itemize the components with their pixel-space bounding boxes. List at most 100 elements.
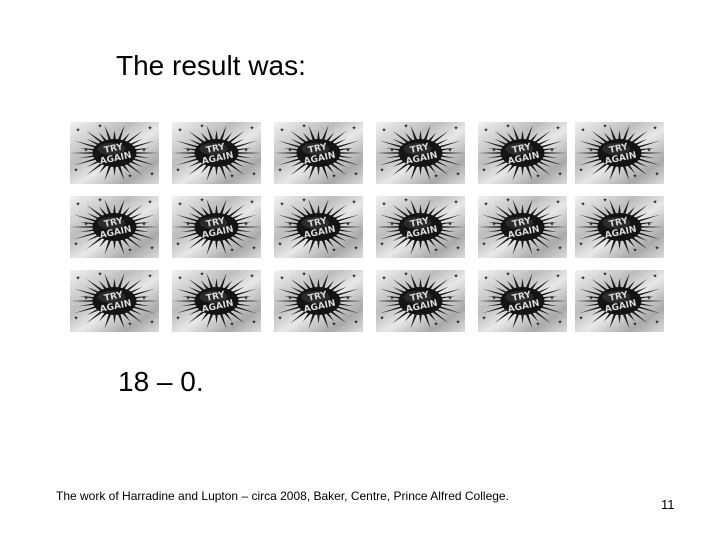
svg-text:✦: ✦ xyxy=(83,147,88,154)
svg-text:✦: ✦ xyxy=(147,199,152,206)
svg-text:✦: ✦ xyxy=(199,197,204,204)
svg-text:✦: ✦ xyxy=(379,167,384,174)
svg-text:✦: ✦ xyxy=(97,123,102,130)
try-again-tile: ✦ ✦ ✦ ✦ ✦ ✦ ✦ ✦ TRY AGAIN xyxy=(70,270,159,332)
svg-text:✦: ✦ xyxy=(646,295,651,302)
svg-text:✦: ✦ xyxy=(455,245,460,252)
svg-text:✦: ✦ xyxy=(141,221,146,228)
svg-text:✦: ✦ xyxy=(453,273,458,280)
svg-text:✦: ✦ xyxy=(483,275,488,282)
svg-text:✦: ✦ xyxy=(175,315,180,322)
svg-text:✦: ✦ xyxy=(199,271,204,278)
svg-text:✦: ✦ xyxy=(251,319,256,326)
svg-text:✦: ✦ xyxy=(175,241,180,248)
tile-line-1: TRY xyxy=(307,290,328,304)
try-again-tile: ✦ ✦ ✦ ✦ ✦ ✦ ✦ ✦ TRY AGAIN xyxy=(172,270,261,332)
svg-text:✦: ✦ xyxy=(73,241,78,248)
try-again-tile: ✦ ✦ ✦ ✦ ✦ ✦ ✦ ✦ TRY AGAIN xyxy=(478,122,567,184)
svg-text:✦: ✦ xyxy=(147,125,152,132)
svg-text:✦: ✦ xyxy=(345,147,350,154)
svg-text:✦: ✦ xyxy=(580,201,585,208)
tile-line-1: TRY xyxy=(205,216,226,230)
try-again-tile: ✦ ✦ ✦ ✦ ✦ ✦ ✦ ✦ TRY AGAIN xyxy=(274,122,363,184)
svg-text:✦: ✦ xyxy=(301,271,306,278)
svg-text:✦: ✦ xyxy=(331,247,336,254)
tile-line-1: TRY xyxy=(103,216,124,230)
svg-text:✦: ✦ xyxy=(97,271,102,278)
svg-text:✦: ✦ xyxy=(251,245,256,252)
try-again-tile: ✦ ✦ ✦ ✦ ✦ ✦ ✦ ✦ TRY AGAIN xyxy=(172,122,261,184)
svg-text:✦: ✦ xyxy=(279,127,284,134)
svg-text:✦: ✦ xyxy=(229,247,234,254)
svg-text:✦: ✦ xyxy=(75,201,80,208)
svg-text:✦: ✦ xyxy=(127,247,132,254)
svg-text:✦: ✦ xyxy=(505,197,510,204)
try-again-tile: ✦ ✦ ✦ ✦ ✦ ✦ ✦ ✦ TRY AGAIN xyxy=(376,196,465,258)
svg-text:✦: ✦ xyxy=(277,241,282,248)
try-again-tile: ✦ ✦ ✦ ✦ ✦ ✦ ✦ ✦ TRY AGAIN xyxy=(274,270,363,332)
try-again-tile: ✦ ✦ ✦ ✦ ✦ ✦ ✦ ✦ TRY AGAIN xyxy=(172,196,261,258)
tile-line-1: TRY xyxy=(608,142,629,156)
svg-text:✦: ✦ xyxy=(287,221,292,228)
svg-text:✦: ✦ xyxy=(632,321,637,328)
svg-text:✦: ✦ xyxy=(646,147,651,154)
svg-text:✦: ✦ xyxy=(345,295,350,302)
svg-text:✦: ✦ xyxy=(277,167,282,174)
svg-text:✦: ✦ xyxy=(279,275,284,282)
svg-text:✦: ✦ xyxy=(381,127,386,134)
svg-text:✦: ✦ xyxy=(331,173,336,180)
score-text: 18 – 0. xyxy=(118,366,204,397)
svg-text:✦: ✦ xyxy=(652,273,657,280)
svg-text:✦: ✦ xyxy=(535,321,540,328)
svg-text:✦: ✦ xyxy=(433,247,438,254)
svg-text:✦: ✦ xyxy=(578,315,583,322)
tile-line-1: TRY xyxy=(511,142,532,156)
svg-text:✦: ✦ xyxy=(602,197,607,204)
svg-text:✦: ✦ xyxy=(353,319,358,326)
svg-text:✦: ✦ xyxy=(83,221,88,228)
svg-text:✦: ✦ xyxy=(483,127,488,134)
try-again-tile: ✦ ✦ ✦ ✦ ✦ ✦ ✦ ✦ TRY AGAIN xyxy=(575,122,664,184)
svg-text:✦: ✦ xyxy=(491,295,496,302)
svg-text:✦: ✦ xyxy=(73,167,78,174)
svg-text:✦: ✦ xyxy=(453,199,458,206)
tile-line-1: TRY xyxy=(511,290,532,304)
svg-text:✦: ✦ xyxy=(578,167,583,174)
svg-text:✦: ✦ xyxy=(549,295,554,302)
svg-text:✦: ✦ xyxy=(301,197,306,204)
svg-text:✦: ✦ xyxy=(505,271,510,278)
try-again-tile: ✦ ✦ ✦ ✦ ✦ ✦ ✦ ✦ TRY AGAIN xyxy=(70,122,159,184)
svg-text:✦: ✦ xyxy=(185,147,190,154)
svg-text:✦: ✦ xyxy=(389,221,394,228)
svg-text:✦: ✦ xyxy=(249,125,254,132)
svg-text:✦: ✦ xyxy=(580,275,585,282)
svg-text:✦: ✦ xyxy=(602,271,607,278)
svg-text:✦: ✦ xyxy=(557,319,562,326)
svg-text:✦: ✦ xyxy=(149,245,154,252)
svg-text:✦: ✦ xyxy=(175,167,180,174)
svg-text:✦: ✦ xyxy=(353,245,358,252)
svg-text:✦: ✦ xyxy=(127,173,132,180)
svg-text:✦: ✦ xyxy=(602,123,607,130)
svg-text:✦: ✦ xyxy=(455,171,460,178)
svg-text:✦: ✦ xyxy=(403,271,408,278)
svg-text:✦: ✦ xyxy=(97,197,102,204)
tile-line-1: TRY xyxy=(409,142,430,156)
try-again-tile: ✦ ✦ ✦ ✦ ✦ ✦ ✦ ✦ TRY AGAIN xyxy=(376,270,465,332)
svg-text:✦: ✦ xyxy=(389,147,394,154)
tile-line-1: TRY xyxy=(205,290,226,304)
svg-text:✦: ✦ xyxy=(535,173,540,180)
svg-text:✦: ✦ xyxy=(588,147,593,154)
slide-title: The result was: xyxy=(116,50,306,81)
svg-text:✦: ✦ xyxy=(549,147,554,154)
try-again-tile: ✦ ✦ ✦ ✦ ✦ ✦ ✦ ✦ TRY AGAIN xyxy=(70,196,159,258)
tile-line-1: TRY xyxy=(307,142,328,156)
